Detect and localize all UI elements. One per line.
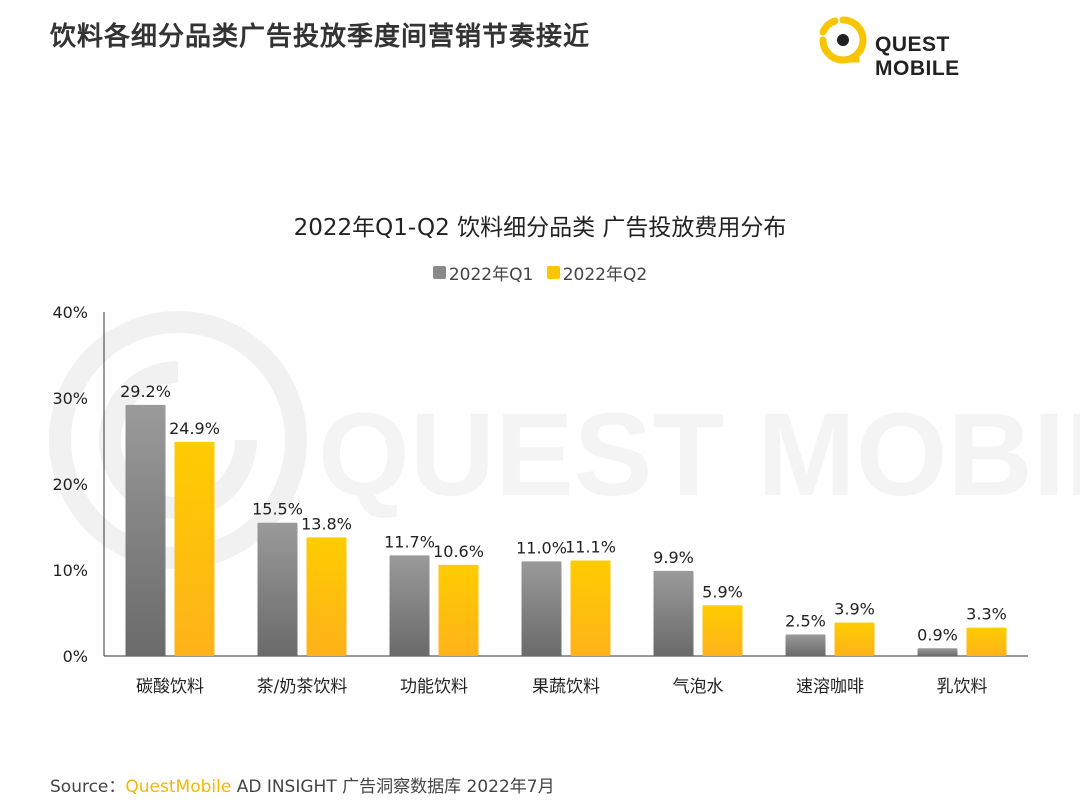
legend-swatch-q2: [546, 266, 560, 279]
data-label-q2: 3.9%: [834, 599, 875, 618]
bar-q2: [306, 537, 347, 656]
legend-swatch-q1: [432, 266, 446, 279]
source-prefix: Source：: [50, 777, 126, 797]
bar-q1: [389, 555, 430, 656]
data-label-q1: 29.2%: [120, 382, 171, 401]
bar-q1: [917, 648, 958, 656]
chart-title: 2022年Q1-Q2 饮料细分品类 广告投放费用分布: [293, 215, 787, 241]
bar-q1: [257, 522, 298, 656]
data-label-q2: 13.8%: [301, 514, 352, 533]
x-tick-label: 果蔬饮料: [532, 677, 600, 697]
y-tick-label: 40%: [52, 303, 88, 322]
data-label-q1: 9.9%: [653, 548, 694, 567]
legend-item-q1: 2022年Q1: [432, 260, 534, 285]
data-label-q1: 0.9%: [917, 625, 958, 644]
data-label-q1: 11.0%: [516, 538, 567, 557]
source-brand: QuestMobile: [125, 777, 232, 797]
data-label-q2: 5.9%: [702, 582, 743, 601]
x-tick-label: 乳饮料: [937, 677, 988, 697]
x-tick-label: 速溶咖啡: [796, 677, 864, 697]
data-label-q1: 15.5%: [252, 500, 303, 519]
y-tick-label: 10%: [52, 561, 88, 580]
source-note: Source：QuestMobile AD INSIGHT 广告洞察数据库 20…: [50, 772, 555, 797]
logo-text: QUEST MOBILE: [875, 33, 960, 80]
bar-q2: [966, 627, 1007, 656]
bar-q2: [570, 560, 611, 656]
x-tick-label: 碳酸饮料: [136, 677, 204, 697]
bar-q1: [521, 561, 562, 656]
y-tick-label: 30%: [52, 389, 88, 408]
data-label-q2: 3.3%: [966, 605, 1007, 624]
legend: 2022年Q1 2022年Q2: [0, 260, 1080, 285]
data-label-q2: 11.1%: [565, 538, 616, 557]
bar-q1: [125, 404, 166, 656]
quest-mobile-logo-icon: [819, 16, 867, 64]
bar-q2: [174, 441, 215, 656]
watermark-text: QUEST MOBILE: [318, 389, 1080, 521]
logo: QUEST MOBILE: [815, 12, 1030, 80]
legend-label-q1: 2022年Q1: [448, 265, 534, 285]
data-label-q2: 10.6%: [433, 542, 484, 561]
page-title: 饮料各细分品类广告投放季度间营销节奏接近: [50, 22, 591, 52]
data-label-q1: 11.7%: [384, 532, 435, 551]
bar-q2: [702, 605, 743, 656]
source-rest: AD INSIGHT 广告洞察数据库 2022年7月: [231, 777, 555, 797]
legend-item-q2: 2022年Q2: [546, 260, 648, 285]
y-tick-label: 0%: [63, 647, 88, 666]
x-tick-label: 气泡水: [673, 677, 724, 697]
legend-label-q2: 2022年Q2: [562, 265, 648, 285]
bar-q2: [834, 622, 875, 656]
x-tick-label: 茶/奶茶饮料: [257, 677, 348, 697]
x-tick-label: 功能饮料: [400, 677, 468, 697]
data-label-q1: 2.5%: [785, 612, 826, 631]
bar-q1: [653, 570, 694, 656]
y-tick-label: 20%: [52, 475, 88, 494]
bar-q1: [785, 634, 826, 656]
bar-q2: [438, 564, 479, 656]
data-label-q2: 24.9%: [169, 419, 220, 438]
